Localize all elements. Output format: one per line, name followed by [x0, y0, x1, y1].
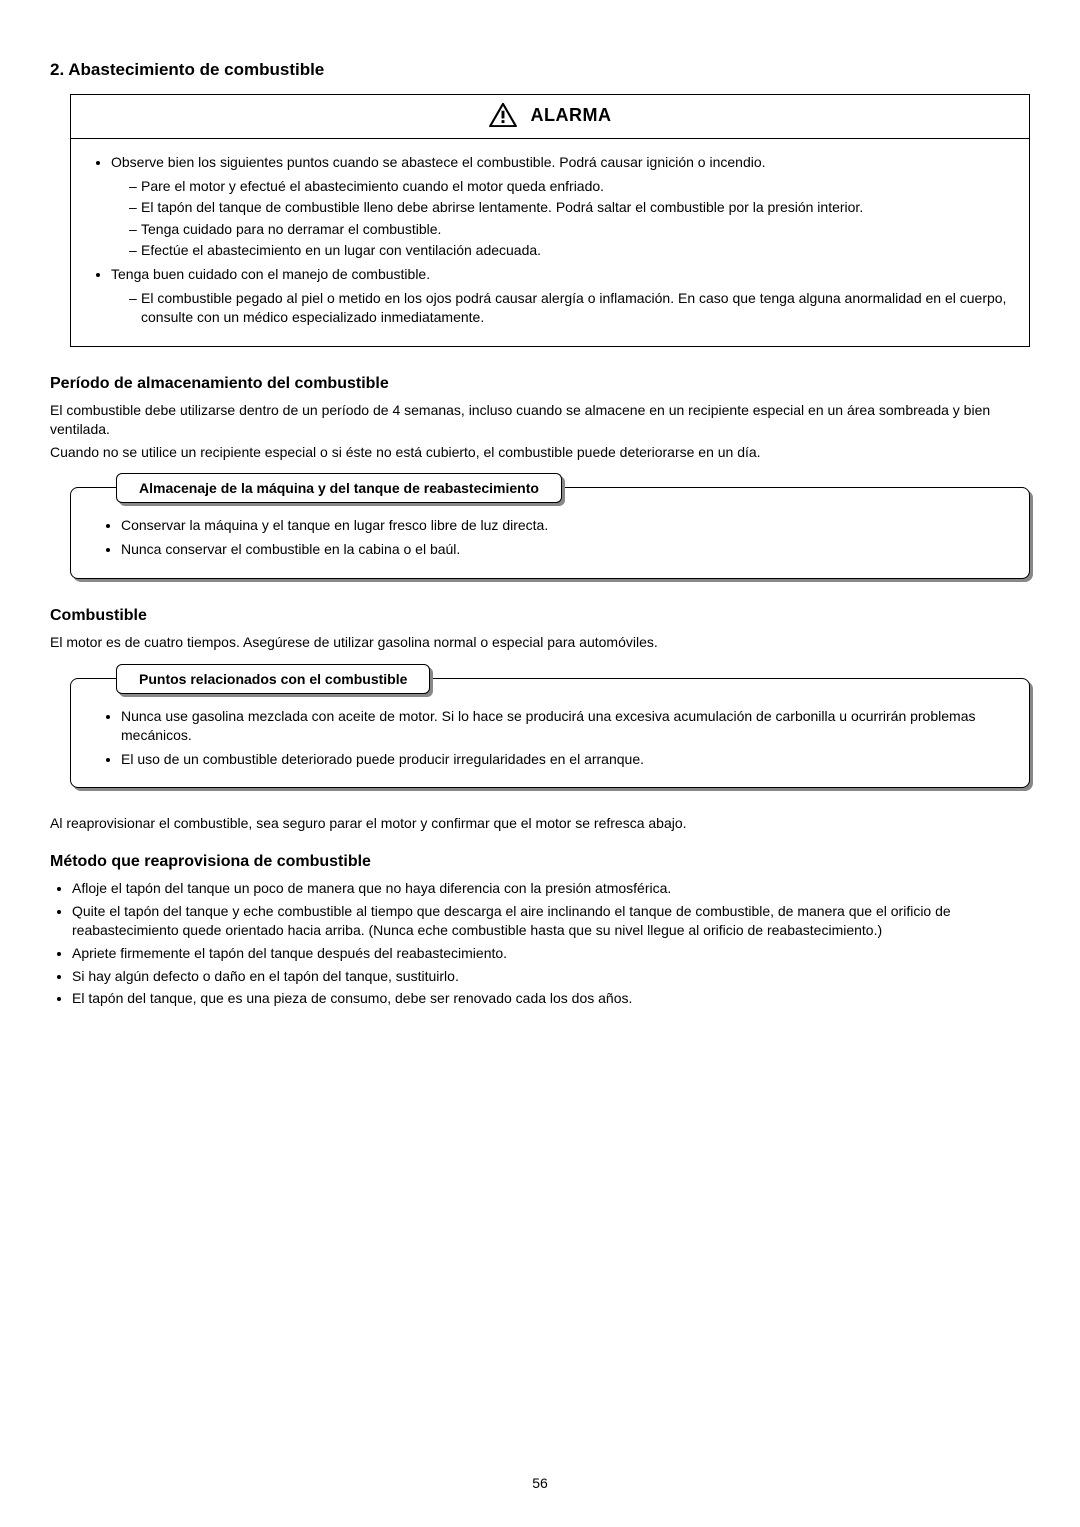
method-item: Afloje el tapón del tanque un poco de ma…	[72, 879, 1030, 899]
storage-callout-item: Conservar la máquina y el tanque en luga…	[121, 516, 1009, 536]
storage-period-p1: El combustible debe utilizarse dentro de…	[50, 401, 1030, 439]
method-item: Si hay algún defecto o daño en el tapón …	[72, 967, 1030, 987]
storage-period-title: Período de almacenamiento del combustibl…	[50, 375, 1030, 393]
fuel-title: Combustible	[50, 607, 1030, 625]
alarm-point-1: Observe bien los siguientes puntos cuand…	[111, 153, 1011, 261]
storage-callout: Almacenaje de la máquina y del tanque de…	[70, 487, 1030, 578]
alarm-box: ALARMA Observe bien los siguientes punto…	[70, 94, 1030, 347]
alarm-point-1-text: Observe bien los siguientes puntos cuand…	[111, 154, 766, 170]
method-item: Quite el tapón del tanque y eche combust…	[72, 902, 1030, 941]
alarm-point-2: Tenga buen cuidado con el manejo de comb…	[111, 265, 1011, 328]
fuel-p1: El motor es de cuatro tiempos. Asegúrese…	[50, 633, 1030, 652]
alarm-sub-item: Pare el motor y efectué el abastecimient…	[129, 177, 1011, 197]
page-number: 56	[0, 1475, 1080, 1491]
method-item: El tapón del tanque, que es una pieza de…	[72, 989, 1030, 1009]
alarm-point-2-sublist: El combustible pegado al piel o metido e…	[111, 289, 1011, 328]
fuel-callout: Puntos relacionados con el combustible N…	[70, 678, 1030, 789]
alarm-sub-item: El tapón del tanque de combustible lleno…	[129, 198, 1011, 218]
storage-callout-item: Nunca conservar el combustible en la cab…	[121, 540, 1009, 560]
alarm-point-1-sublist: Pare el motor y efectué el abastecimient…	[111, 177, 1011, 261]
fuel-callout-item: El uso de un combustible deteriorado pue…	[121, 750, 1009, 770]
section-title: 2. Abastecimiento de combustible	[50, 60, 1030, 80]
alarm-points-list: Observe bien los siguientes puntos cuand…	[89, 153, 1011, 328]
refuel-note: Al reaprovisionar el combustible, sea se…	[50, 814, 1030, 833]
fuel-callout-body: Nunca use gasolina mezclada con aceite d…	[70, 678, 1030, 789]
warning-icon	[489, 103, 517, 127]
storage-callout-tab: Almacenaje de la máquina y del tanque de…	[116, 473, 562, 503]
alarm-content: Observe bien los siguientes puntos cuand…	[71, 139, 1029, 328]
alarm-sub-item: El combustible pegado al piel o metido e…	[129, 289, 1011, 328]
alarm-sub-item: Tenga cuidado para no derramar el combus…	[129, 220, 1011, 240]
fuel-callout-item: Nunca use gasolina mezclada con aceite d…	[121, 707, 1009, 746]
alarm-header: ALARMA	[71, 95, 1029, 139]
alarm-point-2-text: Tenga buen cuidado con el manejo de comb…	[111, 266, 430, 282]
method-title: Método que reaprovisiona de combustible	[50, 853, 1030, 871]
method-item: Apriete firmemente el tapón del tanque d…	[72, 944, 1030, 964]
alarm-title: ALARMA	[531, 105, 612, 126]
method-list: Afloje el tapón del tanque un poco de ma…	[50, 879, 1030, 1009]
storage-callout-list: Conservar la máquina y el tanque en luga…	[91, 516, 1009, 559]
storage-period-p2: Cuando no se utilice un recipiente espec…	[50, 443, 1030, 462]
alarm-sub-item: Efectúe el abastecimiento en un lugar co…	[129, 241, 1011, 261]
manual-page: 2. Abastecimiento de combustible ALARMA …	[0, 0, 1080, 1527]
fuel-callout-tab: Puntos relacionados con el combustible	[116, 664, 430, 694]
fuel-callout-list: Nunca use gasolina mezclada con aceite d…	[91, 707, 1009, 770]
